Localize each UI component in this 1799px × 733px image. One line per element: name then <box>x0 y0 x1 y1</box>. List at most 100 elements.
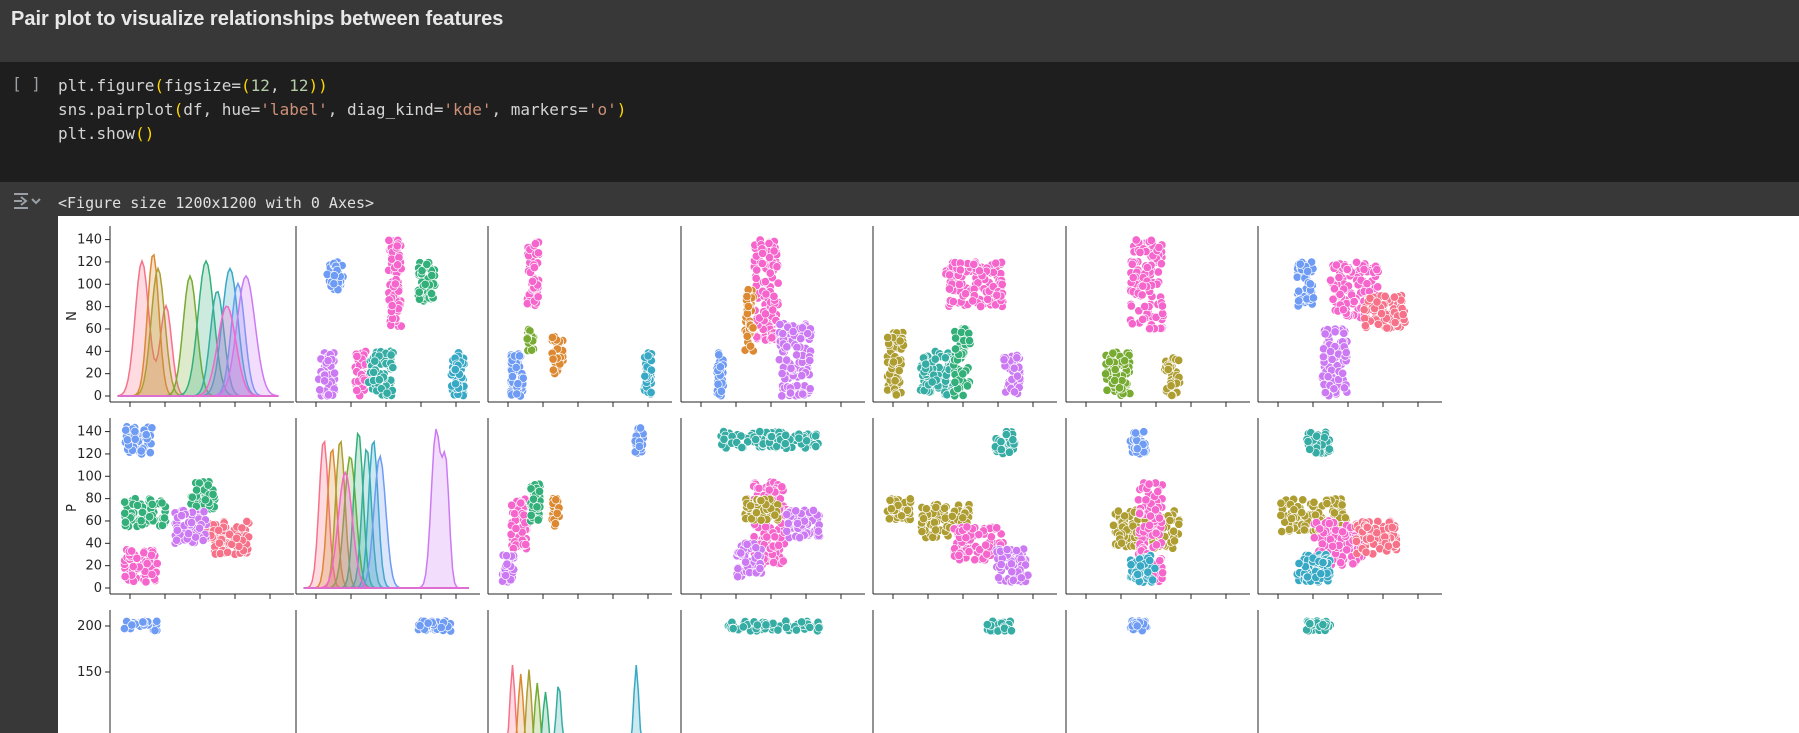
scatter-point <box>427 270 437 281</box>
scatter-point <box>1007 567 1017 577</box>
scatter-point <box>931 525 941 535</box>
scatter-point <box>1335 289 1345 299</box>
scatter-point <box>528 494 539 504</box>
scatter-point <box>996 437 1006 447</box>
scatter-point <box>200 495 210 505</box>
scatter-point <box>514 351 525 361</box>
scatter-point <box>172 535 182 545</box>
code-cell[interactable]: [ ] plt.figure(figsize=(12, 12)) sns.pair… <box>0 62 1799 182</box>
y-tick-label: 150 <box>77 665 102 680</box>
scatter-point <box>716 386 726 396</box>
code-token: 'label' <box>260 100 328 119</box>
scatter-point <box>769 246 779 256</box>
scatter-point <box>1365 533 1375 544</box>
scatter-point <box>950 377 960 387</box>
scatter-point <box>415 621 425 631</box>
scatter-point <box>1141 495 1151 505</box>
scatter-point <box>528 276 538 286</box>
code-token: sns.pairplot <box>58 100 174 119</box>
scatter-point <box>1376 309 1387 319</box>
scatter-point <box>329 271 339 281</box>
scatter-point <box>994 573 1004 583</box>
scatter-point <box>992 523 1002 533</box>
scatter-point <box>227 539 237 549</box>
scatter-point <box>506 529 516 539</box>
scatter-point <box>1008 435 1018 445</box>
scatter-point <box>778 556 788 566</box>
scatter-point <box>420 279 430 289</box>
scatter-point <box>1126 560 1136 570</box>
scatter-point <box>152 558 162 568</box>
scatter-point <box>1145 511 1156 521</box>
code-token: ( <box>154 76 164 95</box>
scatter-point <box>991 258 1001 268</box>
scatter-point <box>1352 257 1362 267</box>
scatter-point <box>513 379 523 389</box>
kde-curve <box>507 664 518 733</box>
y-tick-label: 140 <box>77 425 102 440</box>
scatter-point <box>152 616 162 626</box>
code-token: plt.show <box>58 124 136 143</box>
scatter-point <box>120 517 130 527</box>
scatter-point <box>777 369 787 379</box>
scatter-point <box>1163 364 1173 375</box>
scatter-point <box>183 529 194 539</box>
scatter-point <box>791 506 801 516</box>
scatter-point <box>1341 348 1351 358</box>
y-tick-label: 80 <box>85 492 102 507</box>
scatter-point <box>511 362 521 373</box>
scatter-point <box>323 390 334 400</box>
scatter-point <box>769 557 779 568</box>
scatter-point <box>761 289 771 299</box>
scatter-point <box>237 523 247 533</box>
scatter-point <box>1153 487 1163 497</box>
scatter-point <box>1324 444 1334 454</box>
output-toggle-icon[interactable] <box>12 190 42 212</box>
scatter-point <box>1169 526 1179 536</box>
scatter-point <box>198 535 208 545</box>
scatter-point <box>788 327 798 337</box>
scatter-point <box>768 305 778 315</box>
scatter-point <box>548 354 558 364</box>
scatter-point <box>884 514 894 524</box>
code-token: , diag_kind= <box>327 100 444 119</box>
scatter-point <box>896 511 907 521</box>
scatter-point <box>1349 297 1359 307</box>
scatter-point <box>352 351 362 361</box>
code-token: , <box>269 76 290 95</box>
y-tick-label: 60 <box>85 322 102 337</box>
section-heading: Pair plot to visualize relationships bet… <box>0 0 1799 62</box>
scatter-point <box>1360 321 1370 331</box>
scatter-point <box>635 423 646 433</box>
scatter-point <box>122 435 132 445</box>
scatter-point <box>1132 444 1142 454</box>
scatter-point <box>147 499 157 509</box>
code-editor[interactable]: plt.figure(figsize=(12, 12)) sns.pairplot… <box>58 74 626 146</box>
scatter-point <box>393 260 403 270</box>
scatter-point <box>146 550 157 560</box>
scatter-point <box>1138 314 1148 324</box>
scatter-point <box>960 289 971 299</box>
scatter-point <box>1330 327 1340 337</box>
scatter-point <box>1362 279 1372 289</box>
scatter-point <box>783 518 793 529</box>
pairplot-svg: 0 20 40 60 80 100 120 140 N 0 20 40 60 80 100 120 140 P 20… <box>65 226 1442 733</box>
scatter-point <box>1294 286 1304 296</box>
scatter-point <box>1166 381 1176 391</box>
scatter-point <box>715 362 725 372</box>
scatter-point <box>754 483 764 493</box>
scatter-point <box>551 495 561 505</box>
code-token: figsize= <box>163 76 242 95</box>
scatter-point <box>451 379 461 389</box>
scatter-point <box>745 501 756 511</box>
scatter-point <box>1329 284 1339 294</box>
kde-curve <box>523 669 535 733</box>
run-cell-button[interactable]: [ ] <box>12 74 41 93</box>
scatter-point <box>130 426 140 437</box>
scatter-point <box>329 279 339 289</box>
scatter-point <box>962 522 972 532</box>
scatter-point <box>885 495 895 505</box>
scatter-point <box>782 526 792 536</box>
scatter-point <box>1373 319 1383 329</box>
scatter-point <box>947 511 957 521</box>
